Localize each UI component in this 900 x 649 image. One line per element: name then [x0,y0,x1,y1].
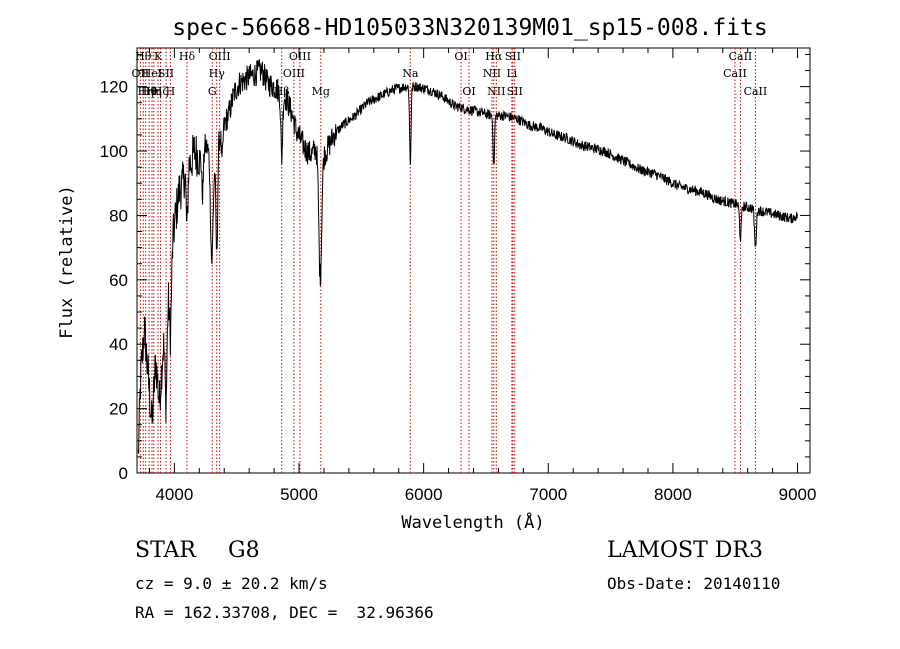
y-tick-label-3: 60 [109,271,128,290]
line-marker-label-27: CaII [723,67,747,80]
survey-name: LAMOST DR3 [607,538,763,563]
x-tick-label-0: 4000 [155,485,193,504]
y-tick-label-5: 100 [100,142,128,161]
y-axis-label: Flux (relative) [57,185,77,339]
line-marker-label-11: G [208,85,217,98]
line-marker-label-2: Hη [138,85,154,98]
y-tick-label-1: 20 [109,400,128,419]
line-marker-label-1: Hθ [135,50,152,63]
line-marker-label-19: OI [454,50,467,63]
line-marker-label-7: Hζ [153,85,169,98]
line-marker-label-25: SII [505,50,521,63]
axis-ticks [137,48,810,474]
line-marker-label-24: Li [506,67,517,80]
observation-date: Obs-Date: 20140110 [607,574,781,593]
spectrum-line [137,59,798,454]
x-axis-label: Wavelength (Å) [401,511,544,533]
line-marker-label-16: OIII [289,50,311,63]
y-tick-label-2: 40 [109,335,128,354]
line-marker-label-23: NII [487,85,505,98]
line-marker-label-29: CaII [744,85,768,98]
y-tick-labels: 0 20 40 60 80 100 120 [100,78,128,483]
line-marker-label-18: Na [402,67,419,80]
x-tick-label-1: 5000 [280,485,318,504]
x-tick-label-3: 7000 [529,485,567,504]
x-tick-label-5: 9000 [779,485,817,504]
object-class: STAR [135,538,196,563]
line-marker-label-17: Mg [312,85,330,98]
line-marker-label-10: Hδ [179,50,196,63]
x-tick-label-2: 6000 [405,485,443,504]
line-marker-label-20: OI [462,85,475,98]
line-marker-label-12: Hγ [209,67,226,80]
line-marker-label-4: HeI [142,67,162,80]
x-tick-label-4: 8000 [654,485,692,504]
line-marker-label-0: OII [132,67,150,80]
ra-dec-coordinates: RA = 162.33708, DEC = 32.96366 [135,603,434,622]
line-marker-label-6: K [154,50,163,63]
redshift-cz: cz = 9.0 ± 20.2 km/s [135,574,328,593]
object-subclass: G8 [228,538,260,563]
chart-title: spec-56668-HD105033N320139M01_sp15-008.f… [172,15,767,41]
y-tick-label-0: 0 [119,464,128,483]
line-marker-label-28: CaII [729,50,753,63]
line-marker-label-9: H [166,85,176,98]
line-marker-label-13: OIII [209,50,231,63]
line-marker-label-8: SII [158,67,174,80]
line-markers [139,48,756,473]
line-marker-label-15: OIII [283,67,305,80]
line-marker-label-26: SII [507,85,523,98]
line-marker-label-5: Hη [146,85,162,98]
line-marker-label-21: NII [483,67,501,80]
x-tick-labels: 4000 5000 6000 7000 8000 9000 [155,485,816,504]
line-marker-label-22: Hα [485,50,503,63]
line-marker-labels: OIIHθHηHθHeIHηKHζSIIHHδGHγOIIIHβOIIIOIII… [132,50,768,98]
y-tick-label-4: 80 [109,206,128,225]
y-tick-label-6: 120 [100,78,128,97]
line-marker-label-3: Hθ [141,85,158,98]
